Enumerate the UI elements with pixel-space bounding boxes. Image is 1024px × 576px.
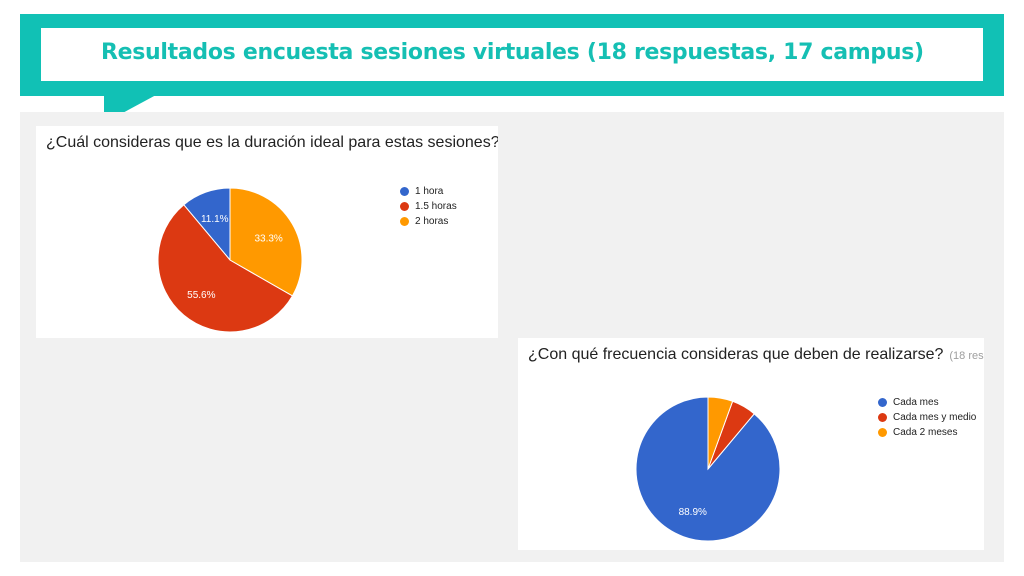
chart-card-frequency: ¿Con qué frecuencia consideras que deben… xyxy=(518,338,984,550)
pie-slice-0-2 xyxy=(229,187,303,297)
legend-swatch-1-0 xyxy=(878,398,887,407)
legend-item-0-1: 1.5 horas xyxy=(400,199,457,214)
title-box: Resultados encuesta sesiones virtuales (… xyxy=(41,28,983,81)
data-label-0-2: 33.3% xyxy=(254,234,282,245)
data-label-0-1: 55.6% xyxy=(187,290,215,301)
slide-title: Resultados encuesta sesiones virtuales (… xyxy=(101,40,924,65)
pie-slice-0-1 xyxy=(157,204,294,333)
pie-chart-frequency: 88.9% xyxy=(635,396,781,542)
title-banner: Resultados encuesta sesiones virtuales (… xyxy=(20,14,1004,96)
data-label-1-0: 88.9% xyxy=(679,507,707,518)
legend-frequency: Cada mes Cada mes y medio Cada 2 meses xyxy=(878,395,976,440)
legend-label-0-2: 2 horas xyxy=(415,216,449,227)
pie-chart-duration: 11.1% 55.6% 33.3% xyxy=(157,187,303,333)
legend-label-1-0: Cada mes xyxy=(893,397,939,408)
chart-title-frequency-wrap: ¿Con qué frecuencia consideras que deben… xyxy=(528,346,984,364)
chart-title-duration: ¿Cuál consideras que es la duración idea… xyxy=(46,134,498,151)
chart-subtitle-frequency: (18 respo xyxy=(949,350,984,362)
legend-label-0-0: 1 hora xyxy=(415,186,444,197)
legend-item-1-0: Cada mes xyxy=(878,395,976,410)
pie-slice-1-2 xyxy=(707,396,734,470)
legend-swatch-0-0 xyxy=(400,187,409,196)
legend-swatch-0-1 xyxy=(400,202,409,211)
legend-swatch-0-2 xyxy=(400,217,409,226)
legend-label-0-1: 1.5 horas xyxy=(415,201,457,212)
data-label-0-0: 11.1% xyxy=(201,214,229,225)
legend-item-0-2: 2 horas xyxy=(400,214,457,229)
legend-swatch-1-2 xyxy=(878,428,887,437)
legend-item-0-0: 1 hora xyxy=(400,184,457,199)
legend-swatch-1-1 xyxy=(878,413,887,422)
legend-item-1-2: Cada 2 meses xyxy=(878,425,976,440)
legend-duration: 1 hora 1.5 horas 2 horas xyxy=(400,184,457,229)
legend-item-1-1: Cada mes y medio xyxy=(878,410,976,425)
legend-label-1-1: Cada mes y medio xyxy=(893,412,977,423)
chart-title-frequency: ¿Con qué frecuencia consideras que deben… xyxy=(528,346,944,363)
legend-label-1-2: Cada 2 meses xyxy=(893,427,958,438)
chart-card-duration: ¿Cuál consideras que es la duración idea… xyxy=(36,126,498,338)
